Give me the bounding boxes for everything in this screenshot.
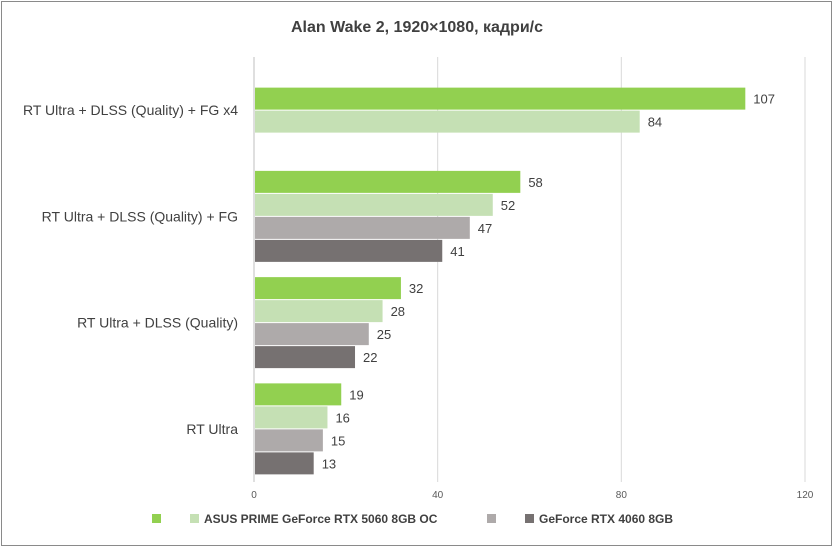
chart-title: Alan Wake 2, 1920×1080, кадри/с — [291, 19, 543, 36]
legend-swatch — [152, 514, 161, 523]
category-label: RT Ultra + DLSS (Quality) + FG — [42, 208, 238, 224]
value-label: 52 — [501, 198, 515, 213]
value-label: 41 — [450, 244, 464, 259]
bar-series-1-cat-3 — [255, 277, 401, 300]
bar-series-4-cat-2 — [255, 239, 443, 262]
legend-swatch — [190, 514, 199, 523]
category-label: RT Ultra — [186, 421, 238, 437]
bars — [255, 87, 746, 475]
value-label: 58 — [528, 175, 542, 190]
bar-series-1-cat-2 — [255, 170, 521, 193]
bar-series-2-cat-2 — [255, 193, 493, 216]
bar-series-1-cat-1 — [255, 87, 746, 110]
category-label: RT Ultra + DLSS (Quality) — [77, 315, 238, 331]
x-axis-ticks: 0 40 80 120 — [251, 490, 814, 501]
bar-series-1-cat-4 — [255, 383, 342, 406]
category-labels: RT Ultra + DLSS (Quality) + FG x4 RT Ultr… — [23, 102, 238, 437]
value-label: 19 — [349, 387, 363, 402]
bar-series-2-cat-1 — [255, 110, 640, 133]
bar-series-4-cat-3 — [255, 346, 356, 369]
bar-series-3-cat-4 — [255, 429, 323, 452]
value-label: 84 — [648, 115, 662, 130]
bar-series-2-cat-3 — [255, 300, 383, 323]
legend-swatch — [487, 514, 496, 523]
bar-series-3-cat-2 — [255, 216, 470, 239]
value-label: 13 — [322, 456, 336, 471]
value-label: 22 — [363, 350, 377, 365]
x-tick-label: 120 — [797, 490, 814, 501]
value-label: 28 — [391, 304, 405, 319]
legend-label: ASUS PRIME GeForce RTX 5060 8GB OC — [204, 512, 438, 526]
legend-swatch — [525, 514, 534, 523]
bar-series-4-cat-4 — [255, 452, 314, 475]
legend-label: GeForce RTX 4060 8GB — [539, 512, 673, 526]
x-tick-label: 40 — [432, 490, 444, 501]
x-tick-label: 80 — [616, 490, 628, 501]
bar-series-2-cat-4 — [255, 406, 328, 429]
bar-series-3-cat-3 — [255, 323, 369, 346]
category-label: RT Ultra + DLSS (Quality) + FG x4 — [23, 102, 238, 118]
value-label: 15 — [331, 433, 345, 448]
value-label: 25 — [377, 327, 391, 342]
x-tick-label: 0 — [251, 490, 257, 501]
legend: ASUS PRIME GeForce RTX 5060 8GB OC GeForc… — [152, 512, 673, 526]
value-label: 16 — [335, 410, 349, 425]
value-label: 47 — [478, 221, 492, 236]
value-label: 32 — [409, 281, 423, 296]
value-label: 107 — [753, 92, 775, 107]
